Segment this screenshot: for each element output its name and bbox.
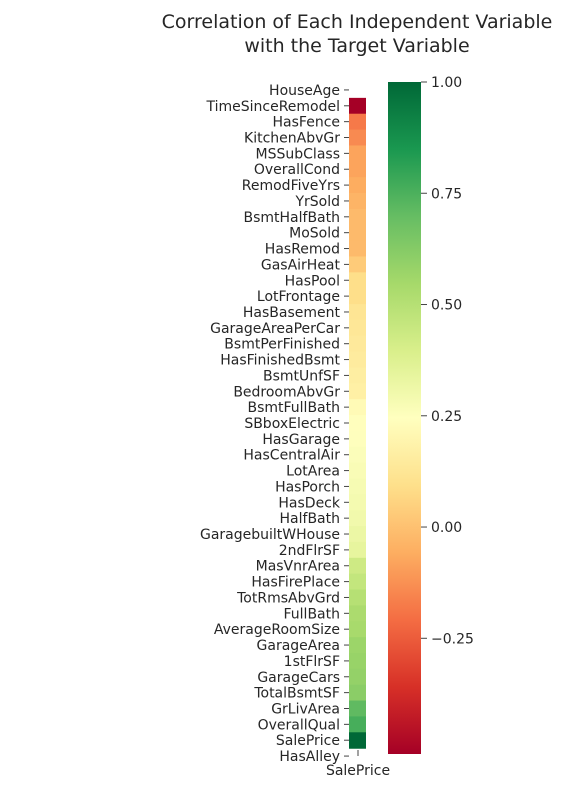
colorbar-ticks: 1.00 0.75 0.50 0.25 0.00 −0.25 bbox=[421, 75, 474, 647]
heatmap-cell bbox=[349, 684, 366, 702]
row-tick-label: BedroomAbvGr bbox=[233, 384, 340, 400]
heatmap-cell bbox=[349, 541, 366, 559]
row-tick-label: HasAlley bbox=[279, 749, 340, 765]
heatmap-cell bbox=[349, 573, 366, 591]
row-tick-label: HasGarage bbox=[262, 432, 340, 448]
heatmap-cell bbox=[349, 161, 366, 178]
row-tick-label: HasPool bbox=[285, 273, 340, 289]
row-tick-label: AverageRoomSize bbox=[214, 622, 340, 638]
heatmap-cell bbox=[349, 399, 366, 416]
row-tick-label: 1stFlrSF bbox=[284, 654, 340, 670]
row-tick-labels: HouseAgeTimeSinceRemodelHasFenceKitchenA… bbox=[200, 83, 349, 765]
heatmap-cell bbox=[349, 145, 366, 162]
row-tick-label: MSSubClass bbox=[256, 146, 340, 162]
row-tick-label: SalePrice bbox=[276, 733, 340, 749]
row-tick-label: LotArea bbox=[286, 464, 340, 480]
heatmap-cell bbox=[349, 208, 366, 226]
row-tick-label: MoSold bbox=[289, 226, 340, 242]
heatmap-cell bbox=[349, 367, 366, 384]
heatmap-cell bbox=[349, 732, 366, 749]
colorbar bbox=[388, 82, 421, 754]
heatmap-cell bbox=[349, 494, 366, 511]
heatmap-cell bbox=[349, 462, 366, 480]
colorbar-tick-label: 1.00 bbox=[431, 75, 462, 91]
x-tick-label: SalePrice bbox=[326, 763, 390, 779]
chart-title-line-1: Correlation of Each Independent Variable bbox=[162, 11, 553, 33]
heatmap-cell bbox=[349, 652, 366, 670]
row-tick-label: HasFinishedBsmt bbox=[220, 353, 340, 369]
heatmap-cell bbox=[349, 304, 366, 321]
row-tick-label: GasAirHeat bbox=[261, 257, 341, 273]
heatmap-cell bbox=[349, 526, 366, 543]
row-tick-label: TotalBsmtSF bbox=[253, 686, 340, 702]
heatmap-cell bbox=[349, 716, 366, 733]
heatmap-cell bbox=[349, 415, 366, 432]
row-tick-label: GarageArea bbox=[257, 638, 340, 654]
row-tick-label: HasBasement bbox=[243, 305, 341, 321]
row-tick-label: RemodFiveYrs bbox=[242, 178, 340, 194]
row-tick-label: GarageCars bbox=[257, 670, 340, 686]
heatmap-cell bbox=[349, 319, 366, 337]
heatmap-cell bbox=[349, 351, 366, 369]
row-tick-label: 2ndFlrSF bbox=[279, 543, 340, 559]
row-tick-label: HasRemod bbox=[265, 242, 340, 258]
row-tick-label: YrSold bbox=[294, 194, 340, 210]
heatmap-cell bbox=[349, 637, 366, 654]
heatmap-cell bbox=[349, 668, 366, 686]
heatmap-cell bbox=[349, 430, 366, 448]
row-tick-label: BsmtHalfBath bbox=[244, 210, 341, 226]
heatmap-cell bbox=[349, 288, 366, 305]
heatmap-cell bbox=[349, 224, 366, 242]
colorbar-tick-label: 0.75 bbox=[431, 186, 462, 202]
row-tick-label: HouseAge bbox=[269, 83, 340, 99]
row-tick-label: HasCentralAir bbox=[243, 448, 340, 464]
row-tick-label: SBboxElectric bbox=[244, 416, 340, 432]
row-tick-label: BsmtUnfSF bbox=[263, 368, 340, 384]
row-tick-label: HasDeck bbox=[278, 495, 340, 511]
row-tick-label: GaragebuiltWHouse bbox=[200, 527, 340, 543]
heatmap-cell bbox=[349, 383, 366, 400]
row-tick-label: BsmtFullBath bbox=[247, 400, 340, 416]
colorbar-tick-label: 0.25 bbox=[431, 409, 462, 425]
heatmap-cell bbox=[349, 700, 366, 718]
heatmap-cell bbox=[349, 510, 366, 527]
row-tick-label: OverallCond bbox=[254, 162, 340, 178]
heatmap-cell bbox=[349, 446, 366, 464]
heatmap-cell bbox=[349, 256, 366, 273]
row-tick-label: HasPorch bbox=[275, 479, 340, 495]
heatmap-cell bbox=[349, 272, 366, 289]
heatmap-cell bbox=[349, 478, 366, 495]
heatmap-cell bbox=[349, 240, 366, 258]
heatmap-cell bbox=[349, 177, 366, 194]
row-tick-label: HasFence bbox=[273, 115, 340, 131]
heatmap-cell bbox=[349, 557, 366, 575]
heatmap-cell bbox=[349, 129, 366, 147]
row-tick-label: HasFirePlace bbox=[251, 575, 340, 591]
heatmap-cell bbox=[349, 605, 366, 622]
row-tick-label: BsmtPerFinished bbox=[224, 337, 340, 353]
heatmap-cell bbox=[349, 113, 366, 131]
heatmap-cell bbox=[349, 335, 366, 353]
heatmap-cell bbox=[349, 621, 366, 638]
colorbar-tick-label: 0.50 bbox=[431, 298, 462, 314]
row-tick-label: GarageAreaPerCar bbox=[210, 321, 340, 337]
heatmap-cell bbox=[349, 193, 366, 210]
row-tick-label: FullBath bbox=[284, 606, 341, 622]
heatmap-cells bbox=[349, 97, 366, 749]
heatmap-cell bbox=[349, 97, 366, 115]
row-tick-label: KitchenAbvGr bbox=[244, 131, 340, 147]
row-tick-label: LotFrontage bbox=[257, 289, 340, 305]
colorbar-tick-label: 0.00 bbox=[431, 520, 462, 536]
row-tick-label: GrLivArea bbox=[271, 701, 340, 717]
row-tick-label: TimeSinceRemodel bbox=[205, 99, 340, 115]
row-tick-label: HalfBath bbox=[280, 511, 340, 527]
row-tick-label: MasVnrArea bbox=[256, 559, 340, 575]
row-tick-label: OverallQual bbox=[258, 717, 340, 733]
row-tick-label: TotRmsAbvGrd bbox=[236, 590, 340, 606]
chart-title-line-2: with the Target Variable bbox=[244, 35, 469, 57]
colorbar-tick-label: −0.25 bbox=[431, 631, 474, 647]
heatmap-cell bbox=[349, 589, 366, 606]
